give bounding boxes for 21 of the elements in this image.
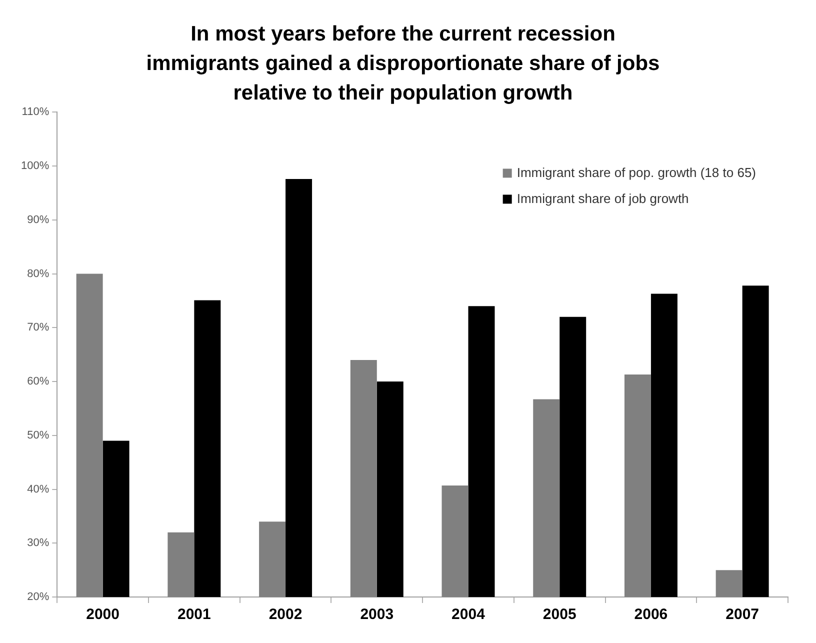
y-tick-label: 40%: [27, 483, 50, 496]
chart-title: In most years before the current recession immigrants gained a disproportionate share of jobs relative to their population growth: [146, 22, 660, 104]
x-tick-label: 2001: [177, 606, 211, 624]
y-tick-label: 50%: [27, 429, 50, 442]
y-tick-label: 20%: [27, 591, 50, 604]
x-tick-label: 2000: [86, 606, 120, 624]
y-tick-label: 70%: [27, 322, 50, 334]
legend-label: Immigrant share of pop. growth (18 to 65): [516, 164, 756, 180]
x-tick-label: 2007: [726, 606, 760, 624]
y-tick-label: 100%: [20, 160, 50, 172]
x-tick-label: 2005: [542, 606, 576, 624]
x-tick-label: 2002: [268, 606, 302, 624]
y-tick-label: 30%: [27, 537, 50, 550]
x-tick-label: 2004: [452, 606, 486, 624]
x-tick-label: 2006: [634, 606, 668, 624]
y-tick-label: 80%: [27, 268, 50, 280]
y-tick-label: 110%: [22, 106, 50, 118]
legend-label: Immigrant share of job growth: [516, 190, 689, 206]
x-tick-label: 2003: [360, 606, 394, 624]
y-tick-label: 90%: [27, 214, 50, 226]
y-tick-label: 60%: [27, 376, 50, 388]
